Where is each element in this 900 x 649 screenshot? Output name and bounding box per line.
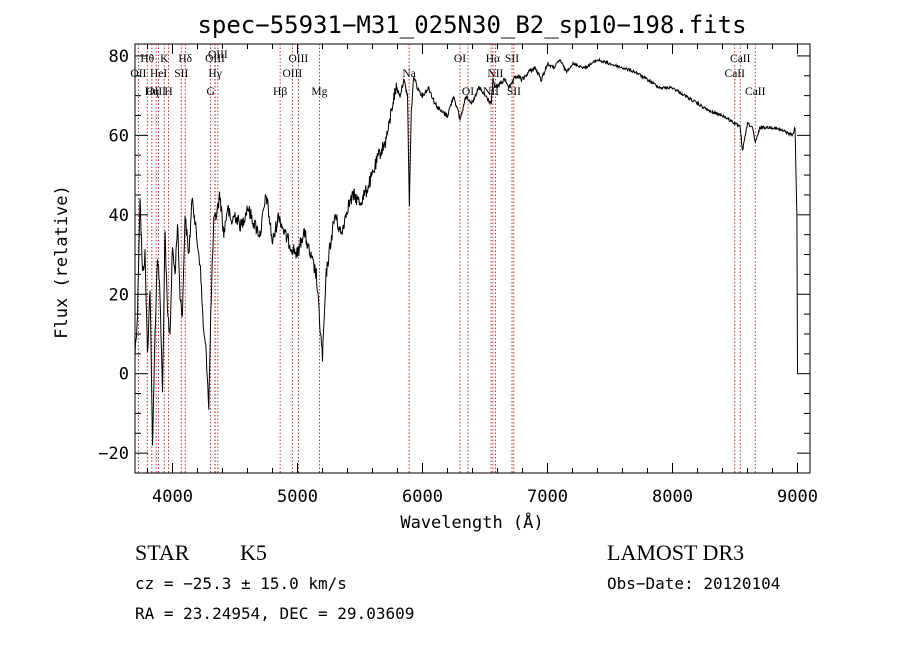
axis-ticks <box>135 44 810 474</box>
x-tick-label-5: 9000 <box>777 487 818 507</box>
line-label-19: OI <box>462 86 474 98</box>
plot-area: HθHηOIIOIIIHeIKHSIIHδGOIIIHγOIIIHβOIIIOI… <box>130 43 811 474</box>
chart-title: spec−55931−M31_025N30_B2_sp10−198.fits <box>197 11 746 39</box>
line-label-2: OII <box>130 68 146 80</box>
x-tick-label-1: 5000 <box>277 487 318 507</box>
line-label-18: OI <box>454 53 466 65</box>
x-tick-label-4: 8000 <box>652 487 693 507</box>
observation-date: Obs−Date: 20120104 <box>607 574 780 593</box>
line-label-13: Hβ <box>273 86 287 98</box>
line-label-1: Hη <box>145 86 159 98</box>
spectral-line-labels: HθHηOIIOIIIHeIKHSIIHδGOIIIHγOIIIHβOIIIOI… <box>130 49 765 98</box>
object-class: STAR <box>135 540 190 565</box>
spectrum-info-footer: STAR K5 LAMOST DR3 cz = −25.3 ± 15.0 km/… <box>135 540 780 623</box>
line-label-14: OIII <box>282 68 302 80</box>
line-label-27: CaII <box>745 86 766 98</box>
line-label-21: NII <box>483 86 499 98</box>
y-tick-label-4: 60 <box>109 126 129 146</box>
line-label-12: OIII <box>208 49 228 61</box>
line-label-24: SII <box>507 86 521 98</box>
object-subclass: K5 <box>240 540 267 565</box>
line-label-0: Hθ <box>140 53 154 65</box>
line-label-7: SII <box>174 68 188 80</box>
spectral-line-markers <box>137 44 756 473</box>
y-tick-labels: −20 0 20 40 60 80 <box>98 47 129 464</box>
redshift-velocity: cz = −25.3 ± 15.0 km/s <box>135 574 347 593</box>
line-label-23: SII <box>505 53 519 65</box>
line-label-9: G <box>206 86 214 98</box>
x-tick-label-3: 7000 <box>527 487 568 507</box>
y-tick-label-2: 20 <box>109 285 129 305</box>
survey-release: LAMOST DR3 <box>607 540 744 565</box>
y-tick-label-5: 80 <box>109 47 129 67</box>
line-label-17: Na <box>402 68 415 80</box>
x-axis-label: Wavelength (Å) <box>400 511 543 533</box>
line-label-6: H <box>164 86 172 98</box>
line-label-10: OIII <box>205 53 225 65</box>
x-tick-labels: 4000 5000 6000 7000 8000 9000 <box>152 487 818 507</box>
y-tick-label-0: −20 <box>98 444 129 464</box>
plot-frame <box>134 43 811 474</box>
line-label-5: K <box>160 53 169 65</box>
x-tick-label-2: 6000 <box>402 487 443 507</box>
x-tick-label-0: 4000 <box>152 487 193 507</box>
y-tick-label-3: 40 <box>109 206 129 226</box>
spectrum-series-flux <box>134 57 798 446</box>
sky-coordinates: RA = 23.24954, DEC = 29.03609 <box>135 604 414 623</box>
y-tick-label-1: 0 <box>119 365 129 385</box>
line-label-22: NII <box>487 68 503 80</box>
line-label-8: Hδ <box>178 53 192 65</box>
line-label-16: Mg <box>311 86 327 98</box>
line-label-20: Hα <box>486 53 500 65</box>
line-label-26: CaII <box>730 53 751 65</box>
y-axis-label: Flux (relative) <box>52 185 72 339</box>
line-label-11: Hγ <box>208 68 221 80</box>
line-label-15: OIII <box>288 53 308 65</box>
line-label-3: OIII <box>146 86 166 98</box>
line-label-25: CaII <box>725 68 746 80</box>
line-label-4: HeI <box>150 68 167 80</box>
